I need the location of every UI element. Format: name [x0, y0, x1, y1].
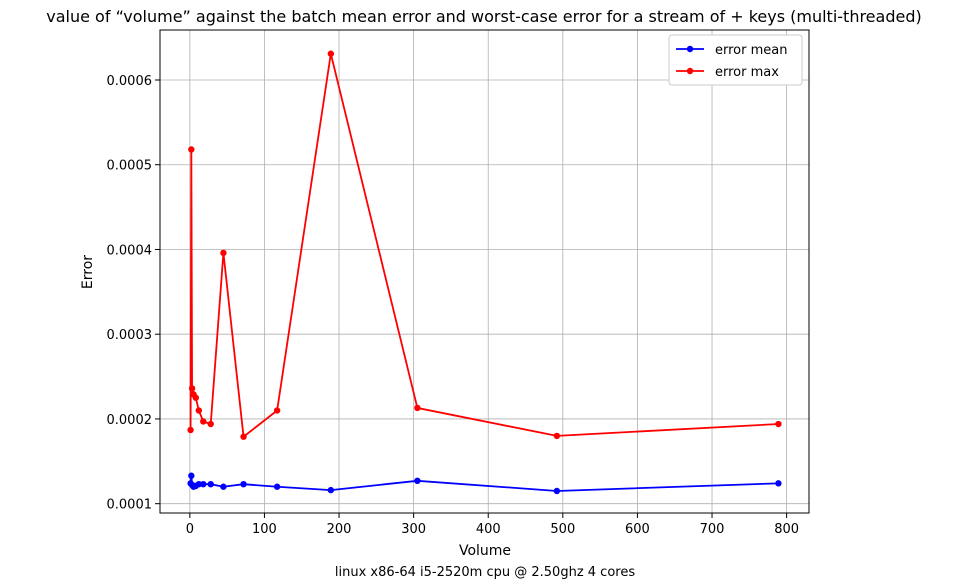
data-point-error-max: [220, 249, 227, 257]
data-point-error-max: [188, 146, 195, 153]
data-point-error-max: [195, 407, 202, 414]
data-point-error-max: [553, 432, 561, 440]
data-point-error-max: [207, 420, 214, 428]
y-tick-label: 0.0005: [107, 159, 153, 174]
grid-lines: [160, 30, 809, 513]
legend-label-error-max: error max: [715, 65, 779, 80]
data-point-error-max: [200, 418, 207, 425]
x-tick-label: 800: [774, 522, 799, 537]
x-tick-label: 700: [700, 522, 725, 537]
data-point-error-mean: [195, 480, 202, 488]
x-tick-label: 200: [327, 522, 352, 537]
data-point-error-mean: [207, 480, 214, 488]
legend-label-error-mean: error mean: [715, 43, 787, 58]
legend-marker-error-mean: [686, 45, 694, 53]
legend-box: [668, 34, 803, 86]
x-tick-label: 500: [550, 522, 575, 537]
y-tick-label: 0.0003: [107, 328, 153, 343]
y-axis-ticks: 0.0001 0.0002 0.0003 0.0004 0.0005 0.0006: [107, 74, 160, 513]
data-point-error-mean: [220, 483, 227, 490]
y-tick-label: 0.0002: [107, 413, 153, 428]
legend: error mean error max: [668, 34, 803, 86]
data-point-error-max: [187, 426, 194, 434]
data-point-error-mean: [273, 483, 281, 490]
data-point-error-max: [240, 433, 247, 440]
x-tick-label: 600: [625, 522, 650, 537]
legend-marker-error-max: [686, 67, 694, 75]
data-point-error-mean: [414, 477, 421, 484]
chart-caption: linux x86-64 i5-2520m cpu @ 2.50ghz 4 co…: [335, 565, 635, 580]
data-point-error-max: [192, 394, 200, 401]
data-point-error-max: [327, 50, 335, 57]
x-axis-label: Volume: [459, 543, 511, 559]
data-point-error-mean: [553, 487, 561, 495]
x-tick-label: 0: [186, 522, 194, 537]
series-line-error-max: [189, 53, 779, 439]
chart-title: value of “volume” against the batch mean…: [46, 7, 921, 26]
data-point-error-max: [273, 407, 281, 414]
data-point-error-mean: [200, 480, 207, 488]
x-tick-label: 100: [252, 522, 277, 537]
y-tick-label: 0.0001: [107, 498, 153, 513]
x-axis-ticks: 0 100 200 300 400 500 600 700 800: [186, 513, 799, 537]
y-tick-label: 0.0006: [107, 74, 153, 89]
data-point-error-mean: [327, 486, 335, 494]
plot-series: [187, 50, 782, 495]
data-point-error-mean: [775, 480, 782, 487]
data-point-error-max: [414, 404, 421, 412]
plot-frame: [159, 29, 810, 514]
data-point-error-mean: [240, 480, 247, 488]
x-tick-label: 400: [476, 522, 501, 537]
y-tick-label: 0.0004: [107, 243, 153, 258]
x-tick-label: 300: [401, 522, 426, 537]
y-axis-label: Error: [80, 255, 96, 289]
data-point-error-mean: [188, 472, 195, 479]
data-point-error-max: [188, 385, 196, 392]
data-point-error-max: [775, 420, 782, 428]
